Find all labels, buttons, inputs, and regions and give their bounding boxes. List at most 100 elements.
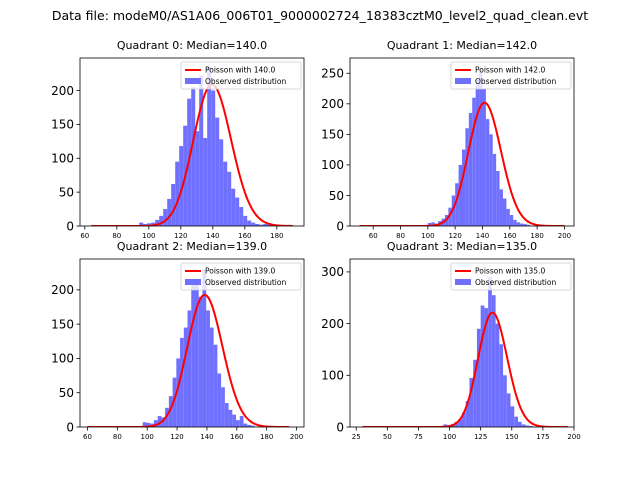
histogram-bar <box>228 409 233 427</box>
legend-box <box>450 61 572 90</box>
histogram-bar <box>427 222 432 226</box>
histogram-bar <box>203 137 208 226</box>
histogram-bar <box>458 419 462 427</box>
histogram-bar <box>180 337 184 427</box>
y-tick-label: 150 <box>321 128 344 142</box>
histogram-bar <box>455 183 459 226</box>
histogram-bar <box>219 139 224 226</box>
histogram-bar <box>215 117 220 226</box>
histogram-bar <box>521 424 526 427</box>
histogram-bar <box>139 222 144 226</box>
y-tick-label: 150 <box>51 118 74 132</box>
histogram-bar <box>167 198 172 226</box>
histogram-bar <box>475 79 480 226</box>
histogram-bar <box>516 222 521 226</box>
legend-box <box>180 262 302 291</box>
histogram-bar <box>462 149 466 226</box>
quadrant-2-legend: Poisson with 139.0 Observed distribution <box>180 262 302 291</box>
histogram-bar <box>489 134 493 226</box>
x-tick-label: 140 <box>200 433 213 441</box>
x-tick-label: 180 <box>270 232 283 240</box>
histogram-bar <box>211 90 216 226</box>
histogram-bar <box>146 422 151 427</box>
x-tick-label: 75 <box>414 433 423 441</box>
quadrant-2-panel: Quadrant 2: Median=139.0 0 50 100 150 200 60 80… <box>51 240 305 441</box>
poisson-curve <box>91 83 293 226</box>
y-tick-label: 0 <box>66 219 74 233</box>
y-tick-label: 200 <box>321 317 344 331</box>
histogram-bar <box>227 171 232 226</box>
x-tick-label: 100 <box>443 433 456 441</box>
x-tick-label: 200 <box>290 433 303 441</box>
histogram-bar <box>187 310 192 427</box>
histogram-bar <box>492 153 497 226</box>
y-tick-label: 100 <box>51 152 74 166</box>
quadrant-1-axes-frame <box>349 57 575 227</box>
histogram-bar <box>509 215 514 226</box>
x-tick-label: 120 <box>448 232 461 240</box>
histogram-bar <box>495 323 500 427</box>
poisson-curve <box>359 101 565 226</box>
x-tick-label: 60 <box>80 232 89 240</box>
histogram-bar <box>514 416 518 427</box>
histogram-bar <box>496 171 500 226</box>
histogram-bar <box>207 66 212 226</box>
histogram-bar <box>153 420 158 427</box>
histogram-bar <box>255 223 260 226</box>
x-tick-label: 200 <box>567 433 580 441</box>
histogram-bar <box>191 283 195 427</box>
histogram-bar <box>479 70 483 226</box>
histogram-bar <box>526 224 531 226</box>
histogram-bar <box>179 146 184 226</box>
quadrant-3-title: Quadrant 3: Median=135.0 <box>387 240 537 253</box>
histogram-bar <box>247 424 251 427</box>
legend-observed-label: Observed distribution <box>205 77 286 86</box>
histogram-bar <box>176 358 181 427</box>
histogram-bar <box>499 189 503 226</box>
figure-title: Data file: modeM0/AS1A06_006T01_90000027… <box>52 8 588 23</box>
quadrant-3-panel: Quadrant 3: Median=135.0 0 100 200 300 25 50 75… <box>321 240 581 441</box>
histogram-bar <box>472 97 476 226</box>
histogram-bar <box>259 224 264 226</box>
legend-observed-swatch <box>455 78 471 84</box>
histogram-bar <box>482 88 486 226</box>
x-tick-label: 60 <box>83 433 92 441</box>
x-tick-label: 200 <box>558 232 571 240</box>
histogram-bar <box>172 377 177 427</box>
x-tick-label: 140 <box>476 232 489 240</box>
histogram-bar <box>206 310 210 427</box>
y-tick-label: 50 <box>59 185 74 199</box>
histogram-bar <box>499 344 504 427</box>
quadrant-0-plot-area <box>91 66 293 226</box>
histogram-bar <box>175 161 180 226</box>
histogram-bar <box>448 207 452 226</box>
histogram-bar <box>523 224 527 226</box>
quadrant-3-axes-frame <box>349 258 575 428</box>
histogram-bar <box>469 377 474 427</box>
legend-poisson-label: Poisson with 135.0 <box>475 267 545 276</box>
histogram-bar <box>506 393 511 427</box>
x-tick-label: 120 <box>170 433 183 441</box>
poisson-curve <box>87 293 290 427</box>
histogram-bar <box>191 87 196 226</box>
y-tick-label: 250 <box>321 67 344 81</box>
y-tick-label: 0 <box>336 420 344 434</box>
legend-observed-swatch <box>185 279 201 285</box>
x-tick-label: 125 <box>474 433 487 441</box>
histogram-bar <box>239 207 244 226</box>
histogram-bar <box>232 414 237 427</box>
histogram-bar <box>525 425 530 427</box>
x-tick-label: 180 <box>260 433 273 441</box>
x-tick-label: 180 <box>530 232 543 240</box>
histogram-bar <box>465 128 469 226</box>
histogram-bar <box>236 420 240 427</box>
histogram-bar <box>171 184 176 226</box>
histogram-bar <box>221 387 225 427</box>
histogram-bar <box>163 209 168 226</box>
histogram-bar <box>168 396 173 427</box>
histogram-bar <box>243 423 248 427</box>
x-tick-label: 60 <box>369 232 378 240</box>
x-tick-label: 160 <box>503 232 516 240</box>
quadrant-1-plot-area <box>359 70 565 226</box>
y-tick-label: 300 <box>321 265 344 279</box>
